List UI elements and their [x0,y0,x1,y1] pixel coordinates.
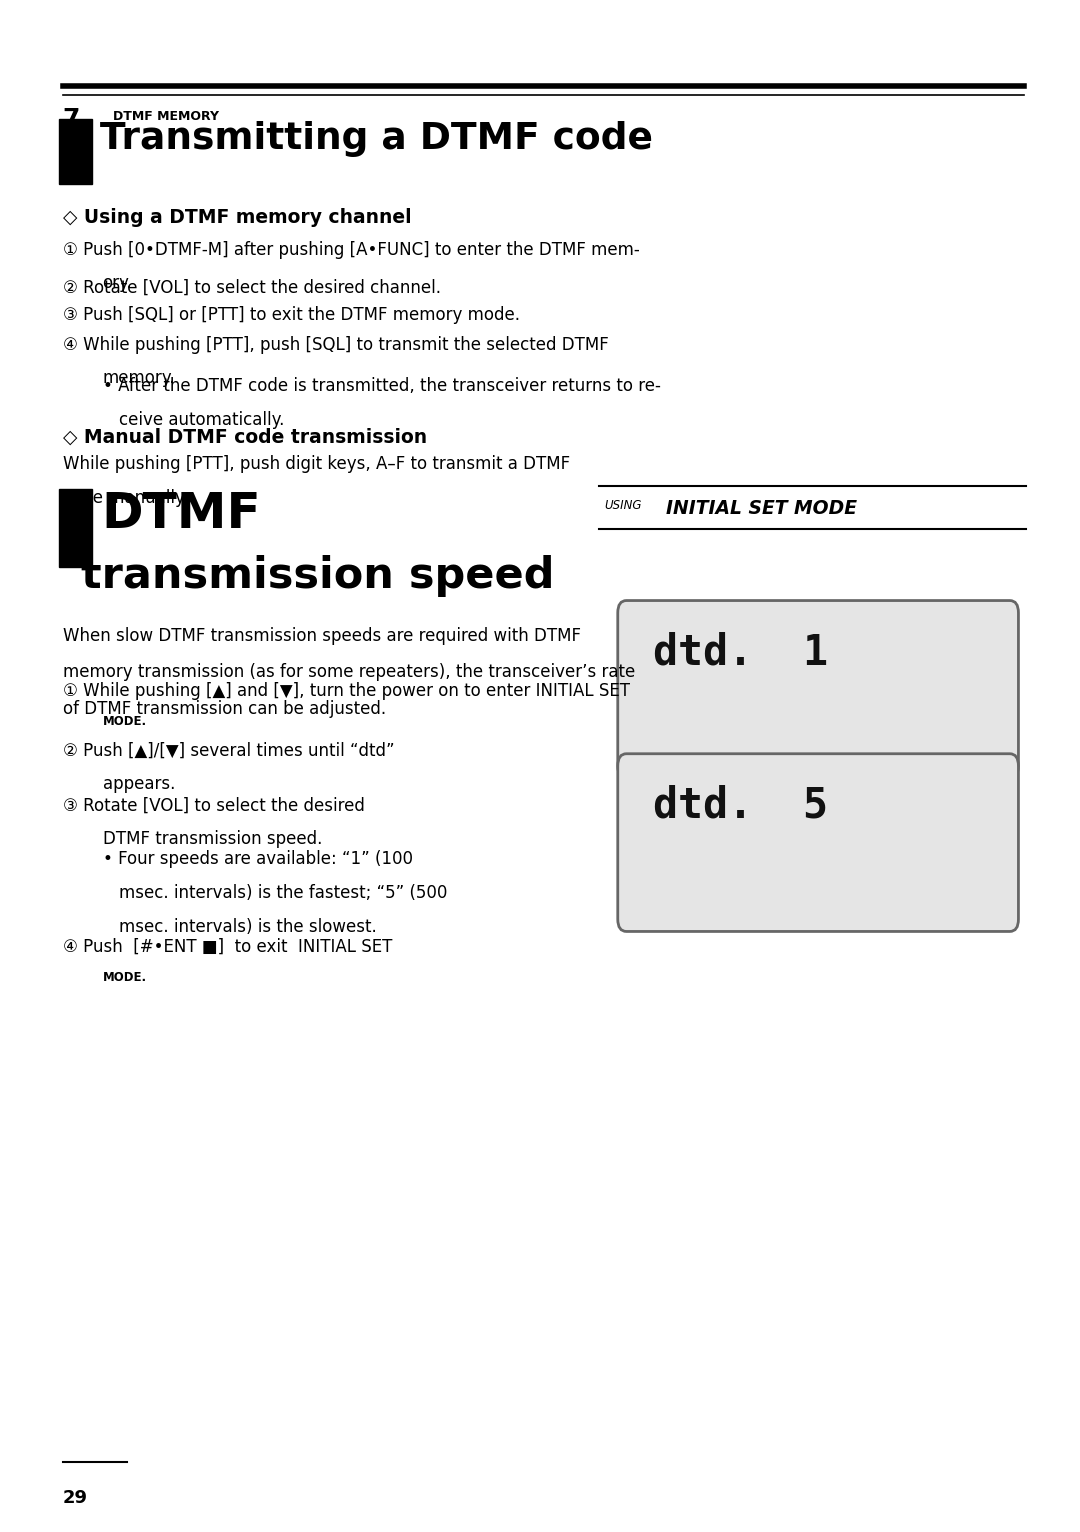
Text: Transmitting a DTMF code: Transmitting a DTMF code [100,121,653,156]
Text: ③ Rotate [VOL] to select the desired: ③ Rotate [VOL] to select the desired [63,797,365,815]
Text: ② Push [▲]/[▼] several times until “dtd”: ② Push [▲]/[▼] several times until “dtd” [63,741,394,760]
Text: msec. intervals) is the slowest.: msec. intervals) is the slowest. [119,918,377,936]
Text: dtd.  1: dtd. 1 [653,631,828,673]
Text: MODE.: MODE. [103,715,147,728]
Text: While pushing [PTT], push digit keys, A–F to transmit a DTMF: While pushing [PTT], push digit keys, A–… [63,455,570,473]
Text: ① While pushing [▲] and [▼], turn the power on to enter INITIAL SET: ① While pushing [▲] and [▼], turn the po… [63,682,630,700]
Text: DTMF transmission speed.: DTMF transmission speed. [103,830,322,849]
Text: 29: 29 [63,1489,87,1507]
Text: of DTMF transmission can be adjusted.: of DTMF transmission can be adjusted. [63,700,386,719]
Text: When slow DTMF transmission speeds are required with DTMF: When slow DTMF transmission speeds are r… [63,627,581,645]
Text: appears.: appears. [103,775,175,794]
Text: ory.: ory. [103,274,133,293]
Text: dtd.  5: dtd. 5 [653,784,828,826]
Text: memory transmission (as for some repeaters), the transceiver’s rate: memory transmission (as for some repeate… [63,663,635,682]
Text: DTMF MEMORY: DTMF MEMORY [113,110,219,123]
Text: memory.: memory. [103,369,175,388]
Text: ceive automatically.: ceive automatically. [119,411,284,429]
Bar [59,119,92,184]
FancyBboxPatch shape [618,754,1018,931]
Text: transmission speed: transmission speed [81,555,554,596]
FancyBboxPatch shape [618,601,1018,778]
Text: USING: USING [605,499,643,512]
Text: ◇ Manual DTMF code transmission: ◇ Manual DTMF code transmission [63,427,427,446]
Text: code manually.: code manually. [63,489,188,507]
Text: • After the DTMF code is transmitted, the transceiver returns to re-: • After the DTMF code is transmitted, th… [103,377,661,395]
Text: ③ Push [SQL] or [PTT] to exit the DTMF memory mode.: ③ Push [SQL] or [PTT] to exit the DTMF m… [63,306,519,325]
Text: ◇ Using a DTMF memory channel: ◇ Using a DTMF memory channel [63,208,411,227]
Text: ④ While pushing [PTT], push [SQL] to transmit the selected DTMF: ④ While pushing [PTT], push [SQL] to tra… [63,336,608,354]
Text: ② Rotate [VOL] to select the desired channel.: ② Rotate [VOL] to select the desired cha… [63,279,441,297]
Text: MODE.: MODE. [103,971,147,984]
Text: ④ Push  [#•ENT ■]  to exit  INITIAL SET: ④ Push [#•ENT ■] to exit INITIAL SET [63,938,392,956]
Text: DTMF: DTMF [102,490,261,538]
Text: msec. intervals) is the fastest; “5” (500: msec. intervals) is the fastest; “5” (50… [119,884,447,902]
Text: 7: 7 [63,107,80,132]
Text: INITIAL SET MODE: INITIAL SET MODE [666,499,858,518]
Text: • Four speeds are available: “1” (100: • Four speeds are available: “1” (100 [103,850,413,869]
Bar [59,489,92,567]
Text: ① Push [0•DTMF-M] after pushing [A•FUNC] to enter the DTMF mem-: ① Push [0•DTMF-M] after pushing [A•FUNC]… [63,241,639,259]
